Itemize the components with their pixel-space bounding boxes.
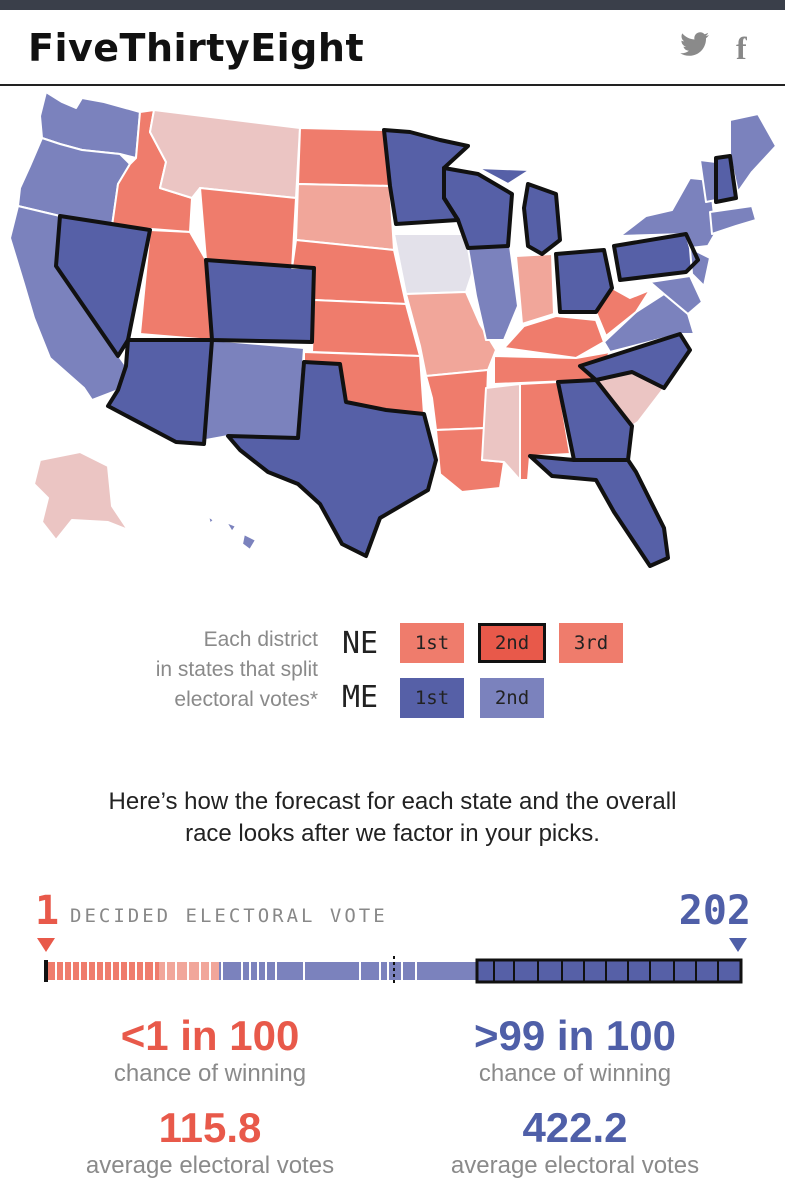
right-chance: >99 in 100	[474, 1012, 676, 1059]
site-header: FiveThirtyEight f	[0, 10, 785, 86]
state-ms	[481, 383, 521, 481]
ne-district-2[interactable]: 2nd	[478, 623, 546, 663]
ne-district-1[interactable]: 1st	[400, 623, 464, 663]
state-md	[649, 275, 703, 315]
state-me	[729, 113, 777, 193]
me-label: ME	[342, 680, 379, 715]
bar-segment-light-blue	[219, 962, 477, 980]
top-bar	[0, 0, 785, 10]
split-states-legend-text: Each district in states that split elect…	[100, 625, 318, 715]
state-hi	[207, 515, 257, 551]
state-nm	[203, 339, 305, 445]
site-logo[interactable]: FiveThirtyEight	[28, 26, 365, 70]
state-in	[515, 253, 555, 325]
right-decided-count: 202	[678, 888, 751, 934]
right-chance-label: chance of winning	[478, 1060, 672, 1087]
state-wy	[199, 187, 297, 271]
state-ky	[503, 315, 605, 359]
state-ak	[33, 451, 129, 541]
decided-red-mark	[44, 960, 48, 982]
left-average-votes: 115.8	[158, 1104, 262, 1151]
me-district-2[interactable]: 2nd	[480, 678, 544, 718]
left-chance: <1 in 100	[120, 1012, 300, 1059]
left-votes-stats: 115.8 average electoral votes	[30, 1104, 390, 1180]
legend-line: electoral votes*	[174, 688, 318, 711]
state-nd	[297, 127, 391, 187]
left-candidate-stats: <1 in 100 chance of winning	[30, 1012, 390, 1088]
forecast-summary: Here’s how the forecast for each state a…	[0, 786, 785, 850]
right-candidate-stats: >99 in 100 chance of winning	[395, 1012, 755, 1088]
ne-district-3[interactable]: 3rd	[559, 623, 623, 663]
state-az	[107, 339, 213, 445]
us-electoral-map[interactable]	[0, 88, 785, 588]
decided-electoral-vote-label: DECIDED ELECTORAL VOTE	[70, 905, 388, 927]
legend-line: Each district	[203, 628, 318, 651]
right-votes-label: average electoral votes	[450, 1152, 700, 1179]
state-mo	[405, 291, 497, 377]
left-marker-icon	[37, 938, 55, 952]
facebook-icon[interactable]: f	[736, 30, 747, 66]
state-sd	[295, 183, 395, 251]
right-marker-icon	[729, 938, 747, 952]
me-district-1[interactable]: 1st	[400, 678, 464, 718]
bar-segment-blue	[475, 958, 743, 984]
state-co	[205, 259, 315, 343]
summary-line: race looks after we factor in your picks…	[185, 820, 600, 847]
state-ar	[425, 369, 489, 431]
legend-line: in states that split	[155, 658, 318, 681]
left-decided-count: 1	[35, 888, 60, 934]
state-va	[603, 293, 695, 353]
ne-label: NE	[342, 626, 379, 661]
twitter-icon[interactable]	[680, 32, 710, 65]
left-chance-label: chance of winning	[113, 1060, 307, 1087]
state-mt	[149, 109, 301, 199]
bar-blue-dividers	[493, 960, 719, 982]
state-ks	[311, 299, 421, 357]
right-votes-stats: 422.2 average electoral votes	[395, 1104, 755, 1180]
state-ma	[709, 205, 757, 235]
right-average-votes: 422.2	[522, 1104, 628, 1151]
bar-dividers	[55, 962, 417, 980]
electoral-vote-bar[interactable]	[44, 956, 744, 986]
state-ut	[139, 229, 213, 341]
state-ia	[393, 233, 477, 295]
left-votes-label: average electoral votes	[85, 1152, 335, 1179]
summary-line: Here’s how the forecast for each state a…	[108, 788, 677, 815]
